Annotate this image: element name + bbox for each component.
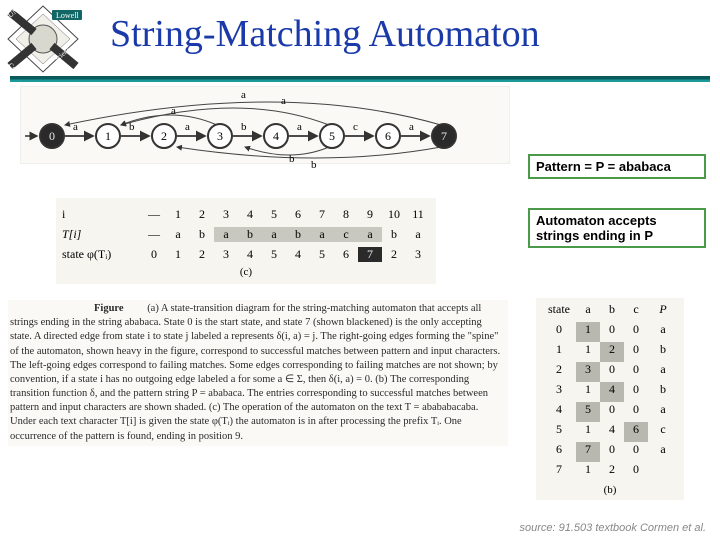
table-row: 1120b (542, 342, 678, 362)
run-cell: 2 (190, 247, 214, 262)
run-cell: b (382, 227, 406, 242)
run-cell: a (262, 227, 286, 242)
state-node: 0 (39, 123, 65, 149)
run-cell: c (334, 227, 358, 242)
run-cell: 6 (334, 247, 358, 262)
state-node: 3 (207, 123, 233, 149)
edge-label: b (241, 121, 247, 133)
state-node: 2 (151, 123, 177, 149)
transition-table: state a b c P 0100a1120b2300a3140b4500a5… (536, 298, 684, 500)
run-cell: 3 (214, 247, 238, 262)
accepts-text: Automaton accepts strings ending in P (536, 213, 657, 243)
run-cell: a (406, 227, 430, 242)
state-node: 5 (319, 123, 345, 149)
run-cell: 1 (166, 247, 190, 262)
svg-text:Lowell: Lowell (56, 11, 79, 20)
trans-hdr-p: P (648, 302, 678, 322)
state-node: 1 (95, 123, 121, 149)
run-cell: 10 (382, 207, 406, 222)
run-cell: 2 (382, 247, 406, 262)
run-cell: 7 (310, 207, 334, 222)
run-sublabel: (c) (62, 266, 430, 278)
run-cell: 5 (262, 247, 286, 262)
figure-caption: Figure (a) A state-transition diagram fo… (8, 300, 508, 446)
table-row: 6700a (542, 442, 678, 462)
run-cell: 5 (262, 207, 286, 222)
trans-hdr-state: state (542, 302, 576, 322)
edge-label: a (241, 89, 246, 101)
accepts-box: Automaton accepts strings ending in P (528, 208, 706, 248)
run-cell: b (190, 227, 214, 242)
run-table: i —1234567891011 T[i] —abababacaba state… (56, 198, 436, 284)
run-cell: b (238, 227, 262, 242)
svg-text:Computer: Computer (7, 61, 35, 74)
table-row: 4500a (542, 402, 678, 422)
edge-label: a (73, 121, 78, 133)
trans-hdr-a: a (576, 302, 600, 322)
trans-sublabel: (b) (542, 484, 678, 496)
header: UMass Computer Science Lowell String-Mat… (0, 0, 720, 74)
run-cell: 4 (238, 247, 262, 262)
run-cell: a (166, 227, 190, 242)
pattern-box: Pattern = P = ababaca (528, 154, 706, 179)
run-cell: a (214, 227, 238, 242)
edge-label: b (129, 121, 135, 133)
run-cell: 7 (358, 247, 382, 262)
state-node: 7 (431, 123, 457, 149)
source-credit: source: 91.503 textbook Cormen et al. (520, 522, 707, 534)
run-cell: 4 (286, 247, 310, 262)
table-row: 3140b (542, 382, 678, 402)
run-cell: 1 (166, 207, 190, 222)
trans-hdr-b: b (600, 302, 624, 322)
table-row: 7120 (542, 462, 678, 482)
run-cell: 4 (238, 207, 262, 222)
state-node: 4 (263, 123, 289, 149)
run-cell: 3 (406, 247, 430, 262)
run-cell: 3 (214, 207, 238, 222)
table-row: 0100a (542, 322, 678, 342)
page-title: String-Matching Automaton (110, 12, 540, 56)
run-cell: 0 (142, 247, 166, 262)
run-cell: 6 (286, 207, 310, 222)
run-cell: — (142, 207, 166, 222)
edge-label: a (185, 121, 190, 133)
run-cell: 5 (310, 247, 334, 262)
run-cell: 9 (358, 207, 382, 222)
run-cell: b (286, 227, 310, 242)
pattern-text: Pattern = P = ababaca (536, 159, 671, 174)
table-row: 2300a (542, 362, 678, 382)
edge-label: a (297, 121, 302, 133)
run-cell: a (358, 227, 382, 242)
umass-logo: UMass Computer Science Lowell (4, 4, 82, 74)
state-node: 6 (375, 123, 401, 149)
edge-label: a (409, 121, 414, 133)
edge-label: b (289, 153, 295, 165)
trans-hdr-c: c (624, 302, 648, 322)
edge-label: c (353, 121, 358, 133)
run-t-label: T[i] (62, 227, 142, 242)
edge-label: b (311, 159, 317, 171)
run-cell: 2 (190, 207, 214, 222)
table-row: 5146c (542, 422, 678, 442)
run-i-label: i (62, 207, 142, 222)
run-cell: a (310, 227, 334, 242)
state-diagram: 01234567 ababacaaaabb (20, 86, 510, 164)
run-cell: 8 (334, 207, 358, 222)
run-cell: 11 (406, 207, 430, 222)
edge-label: a (171, 105, 176, 117)
run-phi-label: state φ(Tᵢ) (62, 247, 142, 262)
run-cell: — (142, 227, 166, 242)
edge-label: a (281, 95, 286, 107)
title-underline (10, 76, 710, 82)
